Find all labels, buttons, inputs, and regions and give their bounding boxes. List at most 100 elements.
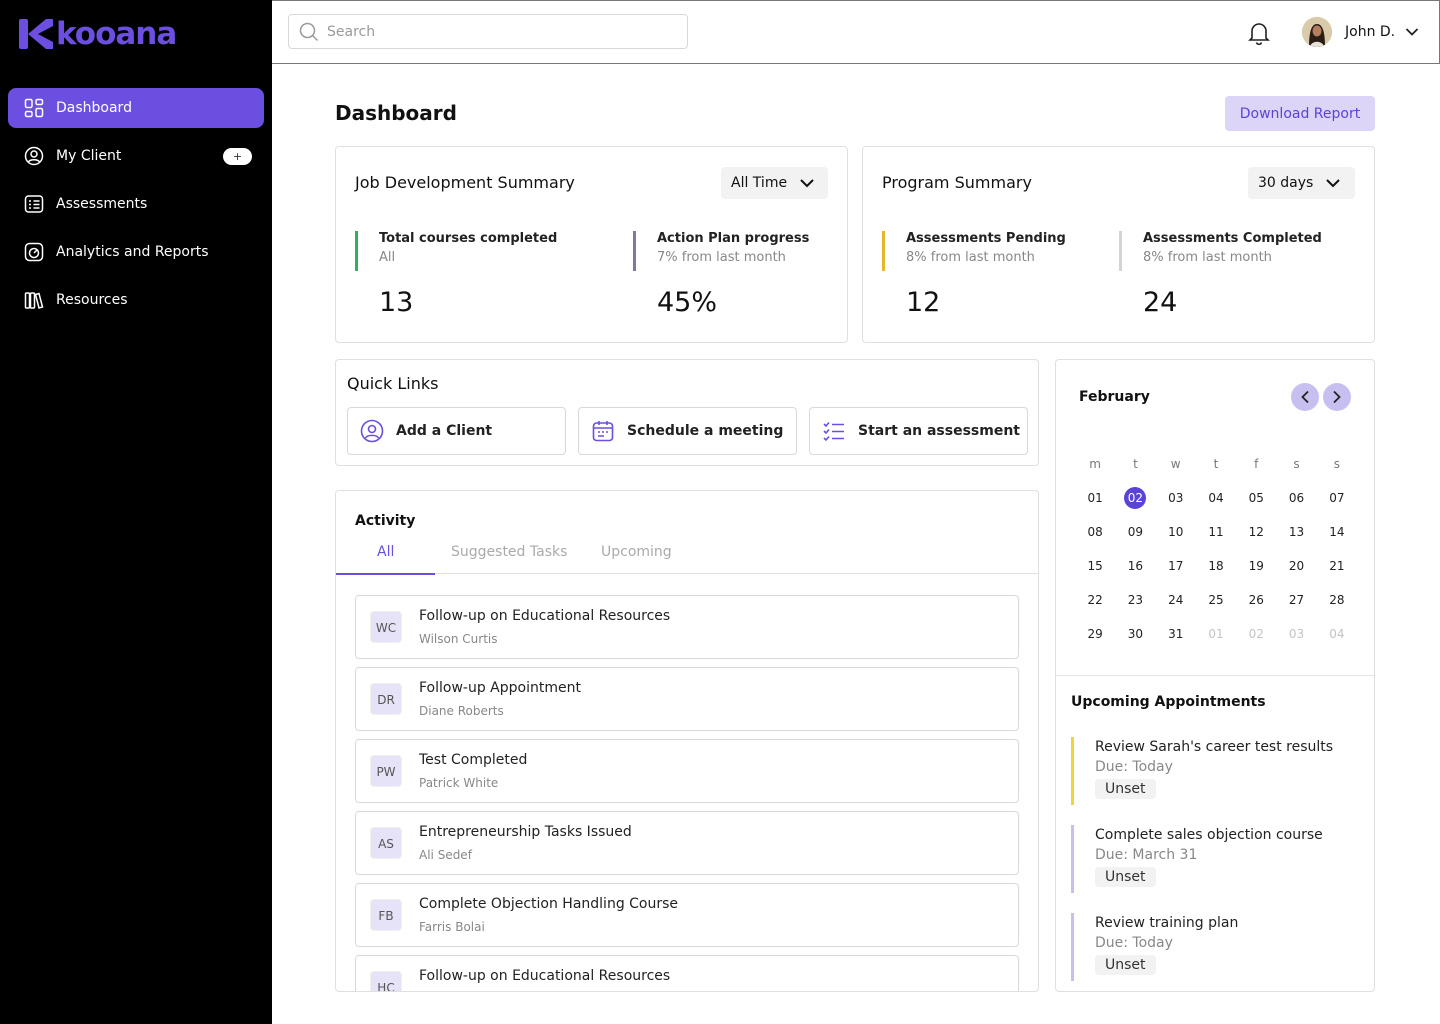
calendar-day[interactable]: 22 [1087,593,1103,607]
stat-action-plan: Action Plan progress 7% from last month [633,231,809,271]
initials-badge: WC [370,611,402,643]
calendar-day[interactable]: 18 [1208,559,1224,573]
list-item[interactable]: PW Test Completed Patrick White [355,739,1019,803]
activity-title: Follow-up Appointment [419,680,581,696]
sidebar-item-resources[interactable]: Resources [8,280,264,320]
period-dropdown[interactable]: 30 days [1248,167,1355,199]
period-dropdown[interactable]: All Time [721,167,828,199]
status-badge[interactable]: Unset [1095,867,1156,887]
tab-upcoming[interactable]: Upcoming [601,544,672,560]
initials-badge: HC [370,971,402,991]
user-circle-icon [24,146,44,166]
weekday-label: w [1170,457,1181,471]
calendar-day[interactable]: 20 [1288,559,1305,573]
appointment-item[interactable]: Review training plan Due: Today Unset [1071,913,1351,981]
calendar-day[interactable]: 05 [1248,491,1264,505]
sidebar: kooana Dashboard My Client + [0,0,272,1024]
calendar-day[interactable]: 14 [1329,525,1345,539]
list-item[interactable]: AS Entrepreneurship Tasks Issued Ali Sed… [355,811,1019,875]
tab-suggested-tasks[interactable]: Suggested Tasks [451,544,568,560]
appointment-title: Review Sarah's career test results [1095,739,1334,755]
calendar-day[interactable]: 10 [1168,525,1184,539]
calendar-day[interactable]: 25 [1208,593,1224,607]
calendar-day[interactable]: 12 [1248,525,1264,539]
add-client-link[interactable]: Add a Client [347,407,566,455]
calendar-day[interactable]: 16 [1127,559,1144,573]
calendar-day-next-month[interactable]: 01 [1208,627,1224,641]
calendar-day[interactable]: 15 [1087,559,1103,573]
calendar-day-next-month[interactable]: 03 [1288,627,1305,641]
calendar-grid: m t w t f s s 01 02 03 04 05 06 07 08 09… [1075,452,1357,656]
calendar-day[interactable]: 31 [1168,627,1184,641]
sidebar-item-label: Dashboard [56,100,132,116]
sidebar-item-analytics[interactable]: Analytics and Reports [8,232,264,272]
sidebar-item-label: Resources [56,292,128,308]
download-report-button[interactable]: Download Report [1225,96,1375,131]
appointment-due: Due: March 31 [1095,847,1198,863]
list-item[interactable]: HC Follow-up on Educational Resources [355,955,1019,991]
search-box[interactable] [288,14,688,49]
divider [1056,675,1374,676]
tab-all[interactable]: All [377,544,395,560]
sidebar-item-assessments[interactable]: Assessments [8,184,264,224]
calendar-day[interactable]: 17 [1168,559,1184,573]
calendar-day[interactable]: 19 [1248,559,1264,573]
calendar-day[interactable]: 08 [1087,525,1103,539]
calendar-day[interactable]: 07 [1329,491,1345,505]
calendar-card: February m t w t f s s 01 02 03 04 05 06… [1055,359,1375,992]
activity-title: Complete Objection Handling Course [419,896,679,912]
list-item[interactable]: DR Follow-up Appointment Diane Roberts [355,667,1019,731]
appointment-due: Due: Today [1095,759,1173,775]
activity-person: Ali Sedef [419,848,472,862]
search-input[interactable] [327,23,667,40]
sidebar-item-my-client[interactable]: My Client + [8,136,264,176]
schedule-meeting-link[interactable]: Schedule a meeting [578,407,797,455]
next-month-button[interactable] [1323,383,1351,411]
calendar-day[interactable]: 01 [1087,491,1103,505]
sidebar-item-dashboard[interactable]: Dashboard [8,88,264,128]
quick-link-label: Schedule a meeting [627,423,784,439]
analytics-gauge-icon [24,242,44,262]
brand-logo[interactable]: kooana [18,16,177,52]
user-circle-icon [360,419,384,443]
calendar-day-selected[interactable]: 02 [1115,486,1155,520]
appointment-title: Review training plan [1095,915,1239,931]
activity-person: Farris Bolai [419,920,485,934]
calendar-day[interactable]: 24 [1168,593,1184,607]
calendar-day-next-month[interactable]: 02 [1248,627,1264,641]
weekday-label: f [1254,457,1259,471]
status-badge[interactable]: Unset [1095,955,1156,975]
user-menu[interactable]: John D. [1302,17,1419,47]
checklist-icon [822,419,846,443]
calendar-day[interactable]: 28 [1329,593,1345,607]
calendar-day[interactable]: 11 [1208,525,1224,539]
calendar-week: 29 30 31 01 02 03 04 [1075,622,1357,656]
prev-month-button[interactable] [1291,383,1319,411]
chevron-down-icon [1405,28,1419,36]
calendar-day[interactable]: 23 [1127,593,1144,607]
status-badge[interactable]: Unset [1095,779,1156,799]
card-title: Job Development Summary [355,173,575,192]
list-item[interactable]: FB Complete Objection Handling Course Fa… [355,883,1019,947]
calendar-day[interactable]: 03 [1168,491,1184,505]
appointment-item[interactable]: Complete sales objection course Due: Mar… [1071,825,1351,893]
calendar-day[interactable]: 27 [1288,593,1305,607]
calendar-day[interactable]: 26 [1248,593,1264,607]
quick-link-label: Add a Client [396,423,493,439]
selected-day-label: 02 [1124,487,1147,509]
calendar-day[interactable]: 06 [1288,491,1305,505]
calendar-day[interactable]: 21 [1329,559,1345,573]
calendar-day-next-month[interactable]: 04 [1329,627,1345,641]
calendar-day[interactable]: 09 [1127,525,1144,539]
add-client-pill[interactable]: + [223,148,252,165]
calendar-day[interactable]: 29 [1087,627,1103,641]
appointment-item[interactable]: Review Sarah's career test results Due: … [1071,737,1351,805]
start-assessment-link[interactable]: Start an assessment [809,407,1028,455]
calendar-day[interactable]: 13 [1288,525,1305,539]
list-item[interactable]: WC Follow-up on Educational Resources Wi… [355,595,1019,659]
stat-value: 24 [1143,287,1178,318]
calendar-day[interactable]: 04 [1208,491,1224,505]
activity-title: Follow-up on Educational Resources [419,968,671,984]
calendar-day[interactable]: 30 [1127,627,1144,641]
notifications-button[interactable] [1248,21,1270,49]
